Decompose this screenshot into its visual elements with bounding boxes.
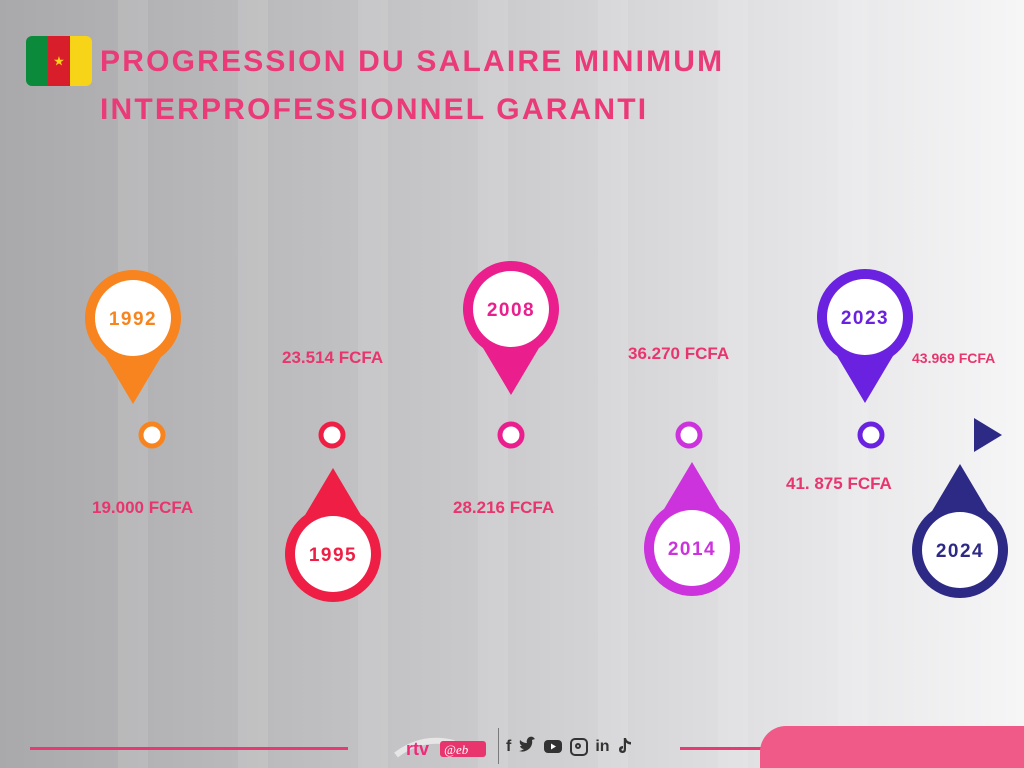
salary-value-1995: 23.514 FCFA xyxy=(282,348,384,367)
facebook-icon[interactable]: f xyxy=(506,738,512,755)
footer-separator xyxy=(498,728,499,764)
salary-value-2014: 36.270 FCFA xyxy=(628,344,730,363)
linkedin-icon[interactable]: in xyxy=(595,738,610,755)
title-line-1: PROGRESSION DU SALAIRE MINIMUM xyxy=(100,45,725,78)
salary-value-2008: 28.216 FCFA xyxy=(453,498,555,517)
pin-inner-1992 xyxy=(95,280,171,356)
title-line-2: INTERPROFESSIONNEL GARANTI xyxy=(100,93,649,126)
year-label-2008: 2008 xyxy=(487,300,535,321)
background-band xyxy=(598,0,628,768)
pin-inner-2014 xyxy=(654,510,730,586)
pin-inner-2024 xyxy=(922,512,998,588)
pin-inner-2023 xyxy=(827,279,903,355)
twitter-icon[interactable] xyxy=(518,736,536,756)
footer-divider xyxy=(30,747,348,750)
timeline-node-1995 xyxy=(318,421,346,449)
logo-suffix: @eb xyxy=(444,742,469,757)
arrow-head xyxy=(974,418,1002,452)
year-label-2014: 2014 xyxy=(668,539,716,560)
background-band xyxy=(238,0,268,768)
salary-value-2023: 41. 875 FCFA xyxy=(786,474,892,493)
pin-inner-2008 xyxy=(473,271,549,347)
logo-text: rtv xyxy=(406,739,429,759)
cameroon-flag-icon: ★ xyxy=(26,36,92,86)
rtv-web-logo: rtv @eb xyxy=(394,737,486,759)
social-links: f in xyxy=(506,736,633,758)
salary-value-1992: 19.000 FCFA xyxy=(92,498,194,517)
year-label-1995: 1995 xyxy=(309,545,357,566)
year-label-1992: 1992 xyxy=(109,309,157,330)
tiktok-icon[interactable] xyxy=(617,736,633,756)
year-label-2023: 2023 xyxy=(841,308,889,329)
background-band xyxy=(718,0,748,768)
year-label-2024: 2024 xyxy=(936,541,984,562)
salary-value-2024: 43.969 FCFA xyxy=(912,350,996,366)
timeline-node-1992 xyxy=(138,421,166,449)
timeline-node-2014 xyxy=(675,421,703,449)
youtube-icon[interactable] xyxy=(543,736,563,756)
instagram-icon[interactable] xyxy=(570,738,589,756)
timeline-node-2023 xyxy=(857,421,885,449)
background-band xyxy=(358,0,388,768)
background-band xyxy=(478,0,508,768)
footer-divider xyxy=(680,747,770,750)
pin-inner-1995 xyxy=(295,516,371,592)
timeline-node-2008 xyxy=(497,421,525,449)
page-title: PROGRESSION DU SALAIRE MINIMUM INTERPROF… xyxy=(100,38,724,134)
footer-accent-bar xyxy=(760,726,1024,768)
